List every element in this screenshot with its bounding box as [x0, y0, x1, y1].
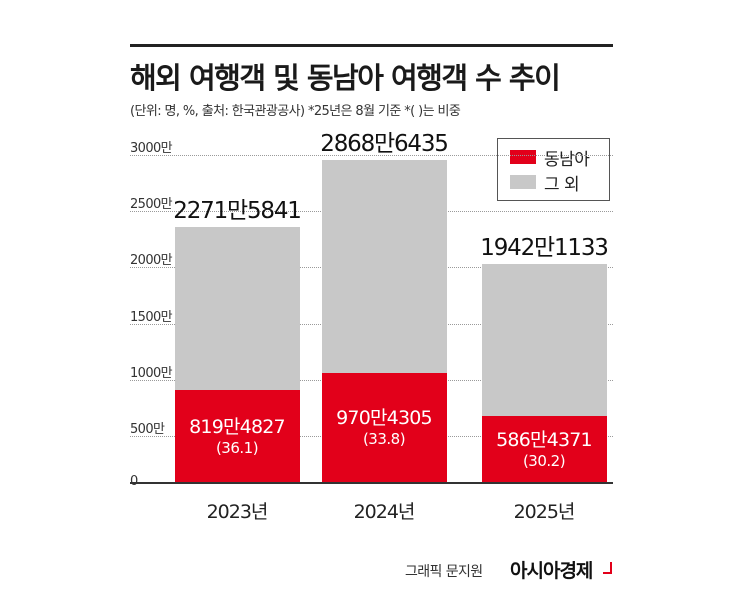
legend-swatch-other [510, 175, 536, 189]
y-tick-label: 0 [130, 474, 138, 489]
legend-label-other: 그 외 [544, 174, 580, 195]
bar-other [321, 159, 447, 373]
total-label: 1942만1133 [480, 234, 609, 261]
chart-title: 해외 여행객 및 동남아 여행객 수 추이 [130, 61, 561, 95]
legend-item-sea: 동남아 [510, 146, 590, 170]
sea-value-label: 970만4305 [336, 407, 433, 430]
y-tick-label: 3000만 [130, 141, 173, 156]
bar-sea [174, 389, 300, 482]
x-tick-label: 2023년 [206, 501, 269, 523]
y-tick-label: 1000만 [130, 365, 173, 381]
y-tick-label: 500만 [130, 421, 165, 437]
y-gridline [130, 155, 613, 156]
total-label: 2868만6435 [320, 130, 449, 157]
sea-share-label: (33.8) [362, 430, 406, 449]
bar-sea [481, 416, 607, 482]
title-rule [130, 44, 613, 47]
legend-label-sea: 동남아 [544, 149, 590, 170]
y-tick-label: 1500만 [130, 309, 173, 325]
chart-subtitle: (단위: 명, %, 출처: 한국관광공사) *25년은 8월 기준 *( )는… [130, 104, 461, 119]
brand-mark-icon [603, 562, 612, 574]
bar-other [174, 226, 300, 390]
legend-item-other: 그 외 [510, 171, 580, 195]
x-tick-label: 2025년 [513, 501, 576, 523]
x-axis-baseline [130, 482, 613, 484]
bar-sea [321, 372, 447, 482]
y-tick-label: 2000만 [130, 253, 173, 269]
total-label: 2271만5841 [173, 197, 302, 224]
graphic-credit: 그래픽 문지원 [405, 564, 483, 580]
sea-share-label: (36.1) [215, 438, 259, 457]
legend-swatch-sea [510, 150, 536, 164]
brand-logo: 아시아경제 [510, 560, 593, 582]
sea-value-label: 586만4371 [496, 429, 593, 452]
bar-other [481, 263, 607, 417]
legend: 동남아 그 외 [497, 138, 610, 201]
y-tick-label: 2500만 [130, 197, 173, 213]
sea-value-label: 819만4827 [189, 415, 286, 438]
x-tick-label: 2024년 [353, 501, 416, 523]
sea-share-label: (30.2) [522, 452, 566, 471]
